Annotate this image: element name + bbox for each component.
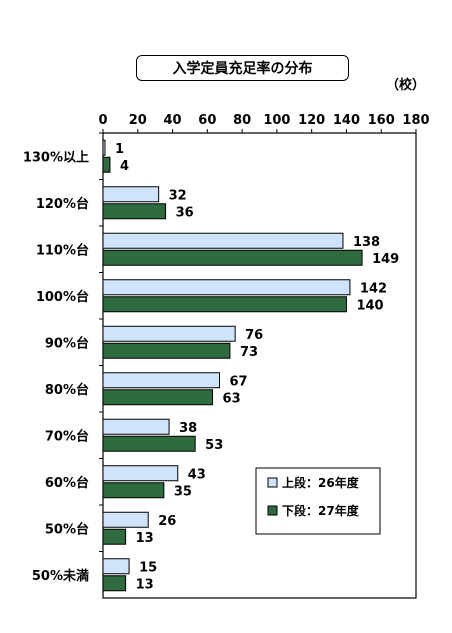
data-label-2015: 13 [136,577,154,592]
category-label: 100%台 [36,289,89,305]
bar-2015 [102,575,127,592]
x-tick-label: 120 [298,113,325,128]
category-label: 120%台 [36,196,89,212]
bar-2014 [102,139,106,156]
bar-2015 [102,482,165,499]
bar-2015 [102,389,214,406]
x-tick-label: 100 [263,113,290,128]
x-tick-label: 40 [164,113,182,128]
bar-2015 [102,435,196,452]
data-label-2014: 1 [115,142,124,157]
bar-2014 [102,186,160,203]
chart-title: 入学定員充足率の分布 [136,55,349,81]
bar-2015 [102,342,231,359]
category-label: 110%台 [36,242,89,258]
bar-2014 [102,372,221,389]
data-label-2014: 67 [230,374,248,389]
data-label-2015: 53 [205,438,223,453]
data-label-2015: 63 [223,391,241,406]
category-label: 130%以上 [23,150,89,165]
bar-2015 [102,296,347,313]
category-label: 60%台 [45,475,89,491]
data-label-2015: 140 [356,298,383,313]
data-label-2014: 138 [353,235,380,250]
bar-2015 [102,156,111,173]
data-label-2014: 26 [158,514,176,529]
legend-label-2014: 上段：26年度 [282,475,360,490]
category-label: 80%台 [45,382,89,398]
category-label: 50%未満 [32,568,89,584]
data-label-2015: 149 [372,252,399,267]
data-label-2015: 4 [120,159,129,174]
bar-2014 [102,232,344,249]
x-tick-label: 180 [402,113,429,128]
x-tick-label: 0 [98,113,107,128]
x-tick-label: 60 [198,113,216,128]
bar-2014 [102,418,170,435]
bar-2014 [102,325,236,342]
x-tick-label: 20 [129,113,147,128]
x-tick-label: 80 [233,113,251,128]
bar-2014 [102,279,351,296]
category-label: 90%台 [45,335,89,351]
bar-2015 [102,528,127,545]
legend-swatch-2015 [267,505,278,516]
data-label-2014: 32 [169,188,187,203]
bar-2014 [102,511,149,528]
bar-2014 [102,558,130,575]
legend-label-2015: 下段：27年度 [282,503,360,518]
data-label-2014: 76 [245,328,263,343]
bar-2014 [102,465,179,482]
data-label-2014: 38 [179,421,197,436]
x-tick-label: 160 [368,113,395,128]
data-label-2014: 43 [188,467,206,482]
data-label-2015: 35 [174,484,192,499]
data-label-2015: 13 [136,531,154,546]
category-label: 50%台 [45,521,89,537]
data-label-2015: 36 [176,205,194,220]
data-label-2015: 73 [240,345,258,360]
unit-label: （校） [386,78,426,93]
category-label: 70%台 [45,428,89,444]
data-label-2014: 15 [139,560,157,575]
data-label-2014: 142 [360,281,387,296]
legend-swatch-2014 [267,477,278,488]
bar-2015 [102,203,167,220]
x-tick-label: 140 [333,113,360,128]
bar-2015 [102,249,363,266]
